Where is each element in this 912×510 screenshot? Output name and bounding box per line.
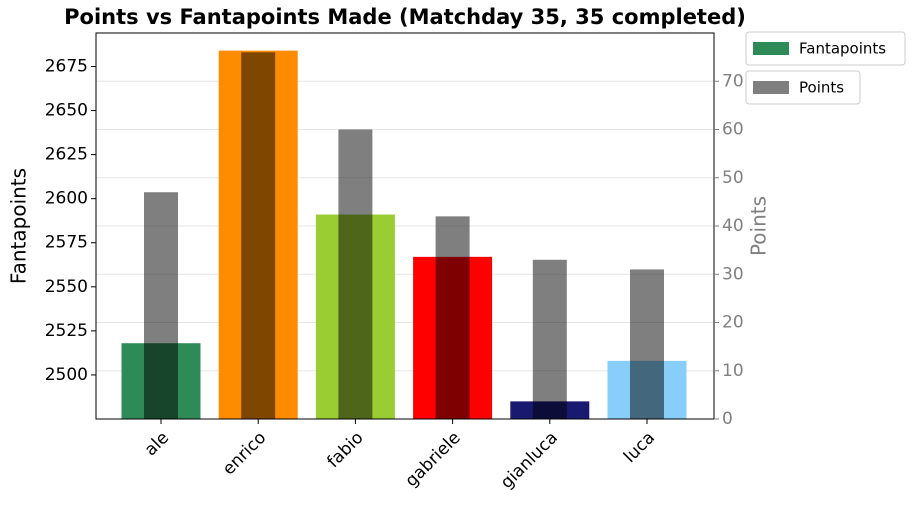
legend-box (745, 31, 906, 66)
legend-label: Points (799, 79, 844, 97)
points-bar (532, 259, 567, 419)
x-tick-label: gianluca (497, 428, 562, 493)
legend-label: Fantapoints (799, 40, 886, 58)
x-tick-label: gabriele (401, 428, 464, 491)
points-bar (338, 129, 373, 419)
y-tick-label: 2600 (45, 189, 88, 209)
y-tick-label: 2650 (45, 101, 88, 121)
y-tick-label: 2550 (45, 277, 88, 297)
x-tick-label: ale (141, 428, 173, 460)
x-tick-label: enrico (219, 428, 270, 479)
points-bar (630, 269, 664, 419)
y-tick-label: 2625 (45, 145, 88, 165)
chart-title: Points vs Fantapoints Made (Matchday 35,… (64, 5, 746, 29)
y2-tick-label: 60 (722, 120, 744, 140)
y2-tick-label: 10 (722, 361, 744, 381)
y-axis-label: Fantapoints (7, 168, 31, 284)
y2-tick-label: 50 (722, 168, 744, 188)
y2-axis-label: Points (747, 196, 771, 256)
points-bar (241, 52, 276, 420)
x-tick-label: luca (620, 428, 659, 467)
points-bar (435, 216, 470, 419)
y2-tick-label: 0 (722, 409, 733, 429)
legend-swatch (753, 42, 789, 55)
y2-tick-label: 30 (722, 264, 744, 284)
legend-swatch (753, 81, 789, 94)
y2-tick-label: 40 (722, 216, 744, 236)
points-bar (144, 192, 178, 419)
y-tick-label: 2675 (45, 56, 88, 76)
y-tick-label: 2575 (45, 233, 88, 253)
y-tick-label: 2500 (45, 365, 88, 385)
y-tick-label: 2525 (45, 321, 88, 341)
y2-tick-label: 70 (722, 71, 744, 91)
y2-tick-label: 20 (722, 313, 744, 333)
x-tick-label: fabio (323, 428, 367, 472)
legend-box (745, 70, 861, 105)
